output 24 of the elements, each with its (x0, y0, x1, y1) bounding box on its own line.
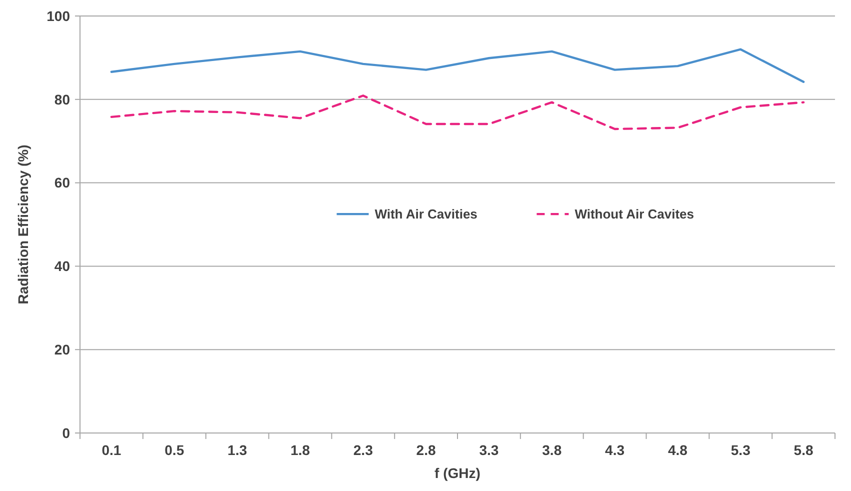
y-axis-title: Radiation Efficiency (%) (15, 144, 31, 304)
x-tick-label: 1.8 (290, 442, 310, 458)
legend-label: Without Air Cavites (574, 206, 694, 222)
x-tick-label: 5.3 (730, 442, 751, 458)
y-tick-label: 20 (54, 342, 70, 358)
x-tick-label: 5.8 (794, 442, 814, 458)
legend-label: With Air Cavities (374, 206, 478, 222)
x-tick-label: 4.3 (605, 442, 625, 458)
x-tick-label: 1.3 (228, 442, 248, 458)
x-tick-label: 2.8 (416, 442, 436, 458)
y-tick-label: 100 (46, 8, 70, 24)
x-tick-label: 0.5 (164, 442, 184, 458)
y-tick-label: 80 (54, 91, 70, 108)
line-series (110, 48, 805, 83)
x-axis-title: f (GHz) (434, 465, 480, 481)
y-tick-label: 0 (62, 424, 70, 441)
line-series (110, 94, 805, 130)
x-tick-label: 4.8 (668, 442, 688, 458)
x-tick-label: 2.3 (353, 442, 374, 458)
y-tick-label: 60 (54, 174, 70, 191)
x-tick-label: 3.8 (542, 442, 562, 458)
x-tick-label: 0.1 (102, 442, 122, 458)
x-tick-label: 3.3 (479, 442, 499, 458)
y-tick-label: 40 (54, 258, 70, 274)
